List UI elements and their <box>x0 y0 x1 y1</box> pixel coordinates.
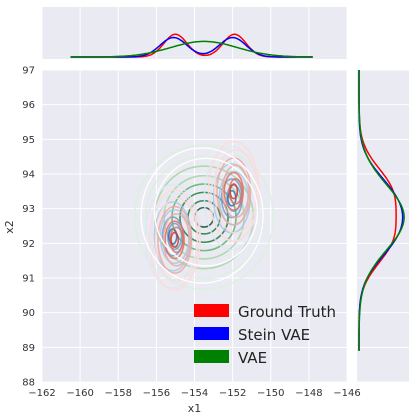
y-tick-label: 90 <box>22 308 35 319</box>
y-tick-label: 94 <box>22 170 35 181</box>
contour-vae <box>133 144 275 291</box>
y-tick-label: 96 <box>22 100 35 111</box>
contour-ground-truth <box>164 220 185 260</box>
y-tick-label: 88 <box>22 378 35 389</box>
top-marginal-vae <box>70 40 313 58</box>
x-tick-label: −154 <box>181 388 208 399</box>
contour-ground-truth <box>148 189 201 291</box>
top-marginal-curves <box>70 33 313 58</box>
top-marginal-panel <box>41 7 348 59</box>
contour-stein-vae <box>167 222 183 251</box>
x-tick-label: −146 <box>333 388 360 399</box>
legend-swatch-stein-vae <box>194 327 229 340</box>
contour-ground-truth <box>154 197 199 283</box>
x-tick-label: −148 <box>295 388 322 399</box>
legend-label-stein-vae: Stein VAE <box>238 326 310 344</box>
top-marginal-grid <box>41 7 348 59</box>
legend-label-vae: VAE <box>238 349 267 367</box>
contour-ground-truth <box>223 171 245 211</box>
right-marginal-vae <box>358 70 405 351</box>
contour-outer <box>140 147 264 284</box>
x-axis-label: x1 <box>188 402 202 415</box>
contour-outer <box>153 157 259 267</box>
x-tick-label: −152 <box>219 388 246 399</box>
x-tick-label: −160 <box>66 388 93 399</box>
y-tick-label: 93 <box>22 204 35 215</box>
x-tick-label: −156 <box>143 388 170 399</box>
y-axis-label: x2 <box>3 220 16 234</box>
right-marginal-background <box>357 70 409 382</box>
y-tick-label: 91 <box>22 274 35 285</box>
y-tick-label: 92 <box>22 239 35 250</box>
x-tick-labels: −162 −160 −158 −156 −154 −152 −150 −148 −146 <box>28 388 360 399</box>
y-tick-label: 89 <box>22 343 35 354</box>
x-tick-label: −158 <box>105 388 132 399</box>
contour-ground-truth <box>170 231 180 248</box>
contour-ground-truth <box>229 183 239 200</box>
y-tick-label: 95 <box>22 135 35 146</box>
y-tick-labels: 88 89 90 91 92 93 94 95 96 97 <box>22 66 35 389</box>
legend-swatch-ground-truth <box>194 304 229 317</box>
contour-ground-truth <box>157 205 193 274</box>
x-tick-label: −162 <box>28 388 55 399</box>
legend-swatch-vae <box>194 350 229 363</box>
legend-label-ground-truth: Ground Truth <box>238 303 336 321</box>
right-marginal-panel <box>357 69 409 383</box>
y-tick-label: 97 <box>22 66 35 77</box>
right-marginal-curves <box>358 70 405 351</box>
contour-ground-truth <box>221 164 250 219</box>
x-tick-label: −150 <box>257 388 284 399</box>
contour-ground-truth <box>162 213 191 267</box>
contour-ground-truth <box>213 148 258 234</box>
kde-contours <box>133 140 275 291</box>
legend: Ground Truth Stein VAE VAE <box>194 303 336 367</box>
